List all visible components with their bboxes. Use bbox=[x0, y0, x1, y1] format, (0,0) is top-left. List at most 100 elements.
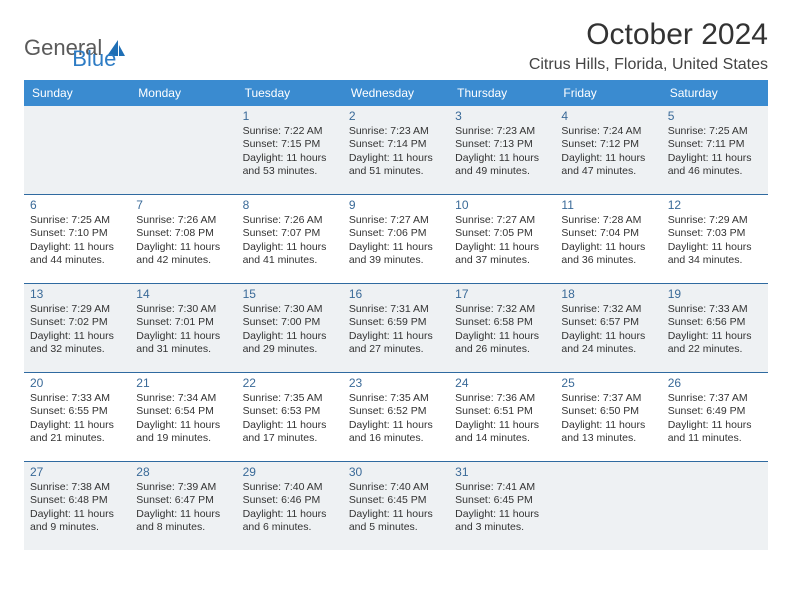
daylight-text: Daylight: 11 hours and 36 minutes. bbox=[561, 241, 655, 268]
daylight-text: Daylight: 11 hours and 29 minutes. bbox=[243, 330, 337, 357]
day-cell: 28Sunrise: 7:39 AMSunset: 6:47 PMDayligh… bbox=[130, 462, 236, 550]
daylight-text: Daylight: 11 hours and 24 minutes. bbox=[561, 330, 655, 357]
daylight-text: Daylight: 11 hours and 8 minutes. bbox=[136, 508, 230, 535]
sunrise-text: Sunrise: 7:37 AM bbox=[668, 392, 762, 405]
dow-sunday: Sunday bbox=[24, 80, 130, 106]
daylight-text: Daylight: 11 hours and 13 minutes. bbox=[561, 419, 655, 446]
daylight-text: Daylight: 11 hours and 26 minutes. bbox=[455, 330, 549, 357]
daylight-text: Daylight: 11 hours and 34 minutes. bbox=[668, 241, 762, 268]
day-number: 31 bbox=[455, 465, 549, 479]
dow-saturday: Saturday bbox=[662, 80, 768, 106]
sunrise-text: Sunrise: 7:40 AM bbox=[349, 481, 443, 494]
day-cell: 3Sunrise: 7:23 AMSunset: 7:13 PMDaylight… bbox=[449, 106, 555, 194]
week-row: 1Sunrise: 7:22 AMSunset: 7:15 PMDaylight… bbox=[24, 106, 768, 195]
sunrise-text: Sunrise: 7:30 AM bbox=[243, 303, 337, 316]
sunset-text: Sunset: 6:57 PM bbox=[561, 316, 655, 329]
sunset-text: Sunset: 6:46 PM bbox=[243, 494, 337, 507]
title-block: October 2024 Citrus Hills, Florida, Unit… bbox=[529, 18, 768, 74]
weeks-container: 1Sunrise: 7:22 AMSunset: 7:15 PMDaylight… bbox=[24, 106, 768, 550]
week-row: 6Sunrise: 7:25 AMSunset: 7:10 PMDaylight… bbox=[24, 195, 768, 284]
day-number: 21 bbox=[136, 376, 230, 390]
dow-row: SundayMondayTuesdayWednesdayThursdayFrid… bbox=[24, 80, 768, 106]
sunset-text: Sunset: 7:14 PM bbox=[349, 138, 443, 151]
sunrise-text: Sunrise: 7:35 AM bbox=[349, 392, 443, 405]
sunset-text: Sunset: 6:45 PM bbox=[349, 494, 443, 507]
sunset-text: Sunset: 7:05 PM bbox=[455, 227, 549, 240]
daylight-text: Daylight: 11 hours and 46 minutes. bbox=[668, 152, 762, 179]
day-number: 27 bbox=[30, 465, 124, 479]
day-cell: 24Sunrise: 7:36 AMSunset: 6:51 PMDayligh… bbox=[449, 373, 555, 461]
sunrise-text: Sunrise: 7:39 AM bbox=[136, 481, 230, 494]
week-row: 13Sunrise: 7:29 AMSunset: 7:02 PMDayligh… bbox=[24, 284, 768, 373]
sunrise-text: Sunrise: 7:33 AM bbox=[668, 303, 762, 316]
dow-friday: Friday bbox=[555, 80, 661, 106]
sunset-text: Sunset: 7:15 PM bbox=[243, 138, 337, 151]
header: General Blue October 2024 Citrus Hills, … bbox=[24, 18, 768, 74]
daylight-text: Daylight: 11 hours and 39 minutes. bbox=[349, 241, 443, 268]
day-cell: 23Sunrise: 7:35 AMSunset: 6:52 PMDayligh… bbox=[343, 373, 449, 461]
day-cell: 17Sunrise: 7:32 AMSunset: 6:58 PMDayligh… bbox=[449, 284, 555, 372]
sunrise-text: Sunrise: 7:25 AM bbox=[668, 125, 762, 138]
day-cell: 7Sunrise: 7:26 AMSunset: 7:08 PMDaylight… bbox=[130, 195, 236, 283]
day-cell bbox=[555, 462, 661, 550]
day-number: 23 bbox=[349, 376, 443, 390]
day-number: 19 bbox=[668, 287, 762, 301]
day-cell: 22Sunrise: 7:35 AMSunset: 6:53 PMDayligh… bbox=[237, 373, 343, 461]
daylight-text: Daylight: 11 hours and 42 minutes. bbox=[136, 241, 230, 268]
sunset-text: Sunset: 7:08 PM bbox=[136, 227, 230, 240]
day-number: 29 bbox=[243, 465, 337, 479]
day-cell: 4Sunrise: 7:24 AMSunset: 7:12 PMDaylight… bbox=[555, 106, 661, 194]
sunset-text: Sunset: 6:58 PM bbox=[455, 316, 549, 329]
sunrise-text: Sunrise: 7:37 AM bbox=[561, 392, 655, 405]
dow-thursday: Thursday bbox=[449, 80, 555, 106]
day-cell: 16Sunrise: 7:31 AMSunset: 6:59 PMDayligh… bbox=[343, 284, 449, 372]
sunrise-text: Sunrise: 7:35 AM bbox=[243, 392, 337, 405]
day-cell: 26Sunrise: 7:37 AMSunset: 6:49 PMDayligh… bbox=[662, 373, 768, 461]
day-cell bbox=[662, 462, 768, 550]
sunset-text: Sunset: 6:47 PM bbox=[136, 494, 230, 507]
sunrise-text: Sunrise: 7:27 AM bbox=[455, 214, 549, 227]
sunrise-text: Sunrise: 7:26 AM bbox=[136, 214, 230, 227]
daylight-text: Daylight: 11 hours and 49 minutes. bbox=[455, 152, 549, 179]
sunset-text: Sunset: 7:01 PM bbox=[136, 316, 230, 329]
page: General Blue October 2024 Citrus Hills, … bbox=[0, 0, 792, 560]
daylight-text: Daylight: 11 hours and 22 minutes. bbox=[668, 330, 762, 357]
day-number: 12 bbox=[668, 198, 762, 212]
day-number: 30 bbox=[349, 465, 443, 479]
day-cell bbox=[24, 106, 130, 194]
logo-text-blue: Blue bbox=[72, 46, 116, 72]
sunset-text: Sunset: 7:13 PM bbox=[455, 138, 549, 151]
day-cell bbox=[130, 106, 236, 194]
sunset-text: Sunset: 7:04 PM bbox=[561, 227, 655, 240]
day-cell: 21Sunrise: 7:34 AMSunset: 6:54 PMDayligh… bbox=[130, 373, 236, 461]
day-cell: 15Sunrise: 7:30 AMSunset: 7:00 PMDayligh… bbox=[237, 284, 343, 372]
day-number: 18 bbox=[561, 287, 655, 301]
day-cell: 6Sunrise: 7:25 AMSunset: 7:10 PMDaylight… bbox=[24, 195, 130, 283]
logo: General Blue bbox=[24, 24, 116, 72]
daylight-text: Daylight: 11 hours and 21 minutes. bbox=[30, 419, 124, 446]
sunset-text: Sunset: 7:03 PM bbox=[668, 227, 762, 240]
daylight-text: Daylight: 11 hours and 53 minutes. bbox=[243, 152, 337, 179]
sunrise-text: Sunrise: 7:41 AM bbox=[455, 481, 549, 494]
sunset-text: Sunset: 6:49 PM bbox=[668, 405, 762, 418]
daylight-text: Daylight: 11 hours and 32 minutes. bbox=[30, 330, 124, 357]
day-cell: 29Sunrise: 7:40 AMSunset: 6:46 PMDayligh… bbox=[237, 462, 343, 550]
day-number: 22 bbox=[243, 376, 337, 390]
day-cell: 25Sunrise: 7:37 AMSunset: 6:50 PMDayligh… bbox=[555, 373, 661, 461]
sunset-text: Sunset: 6:54 PM bbox=[136, 405, 230, 418]
daylight-text: Daylight: 11 hours and 6 minutes. bbox=[243, 508, 337, 535]
sunrise-text: Sunrise: 7:32 AM bbox=[561, 303, 655, 316]
sunrise-text: Sunrise: 7:25 AM bbox=[30, 214, 124, 227]
sunset-text: Sunset: 6:52 PM bbox=[349, 405, 443, 418]
daylight-text: Daylight: 11 hours and 41 minutes. bbox=[243, 241, 337, 268]
month-title: October 2024 bbox=[529, 18, 768, 52]
sunset-text: Sunset: 6:53 PM bbox=[243, 405, 337, 418]
sunrise-text: Sunrise: 7:26 AM bbox=[243, 214, 337, 227]
day-number: 1 bbox=[243, 109, 337, 123]
day-cell: 1Sunrise: 7:22 AMSunset: 7:15 PMDaylight… bbox=[237, 106, 343, 194]
day-number: 10 bbox=[455, 198, 549, 212]
day-cell: 30Sunrise: 7:40 AMSunset: 6:45 PMDayligh… bbox=[343, 462, 449, 550]
day-cell: 18 Sunrise: 7:32 AMSunset: 6:57 PMDayligh… bbox=[555, 284, 661, 372]
daylight-text: Daylight: 11 hours and 47 minutes. bbox=[561, 152, 655, 179]
daylight-text: Daylight: 11 hours and 31 minutes. bbox=[136, 330, 230, 357]
